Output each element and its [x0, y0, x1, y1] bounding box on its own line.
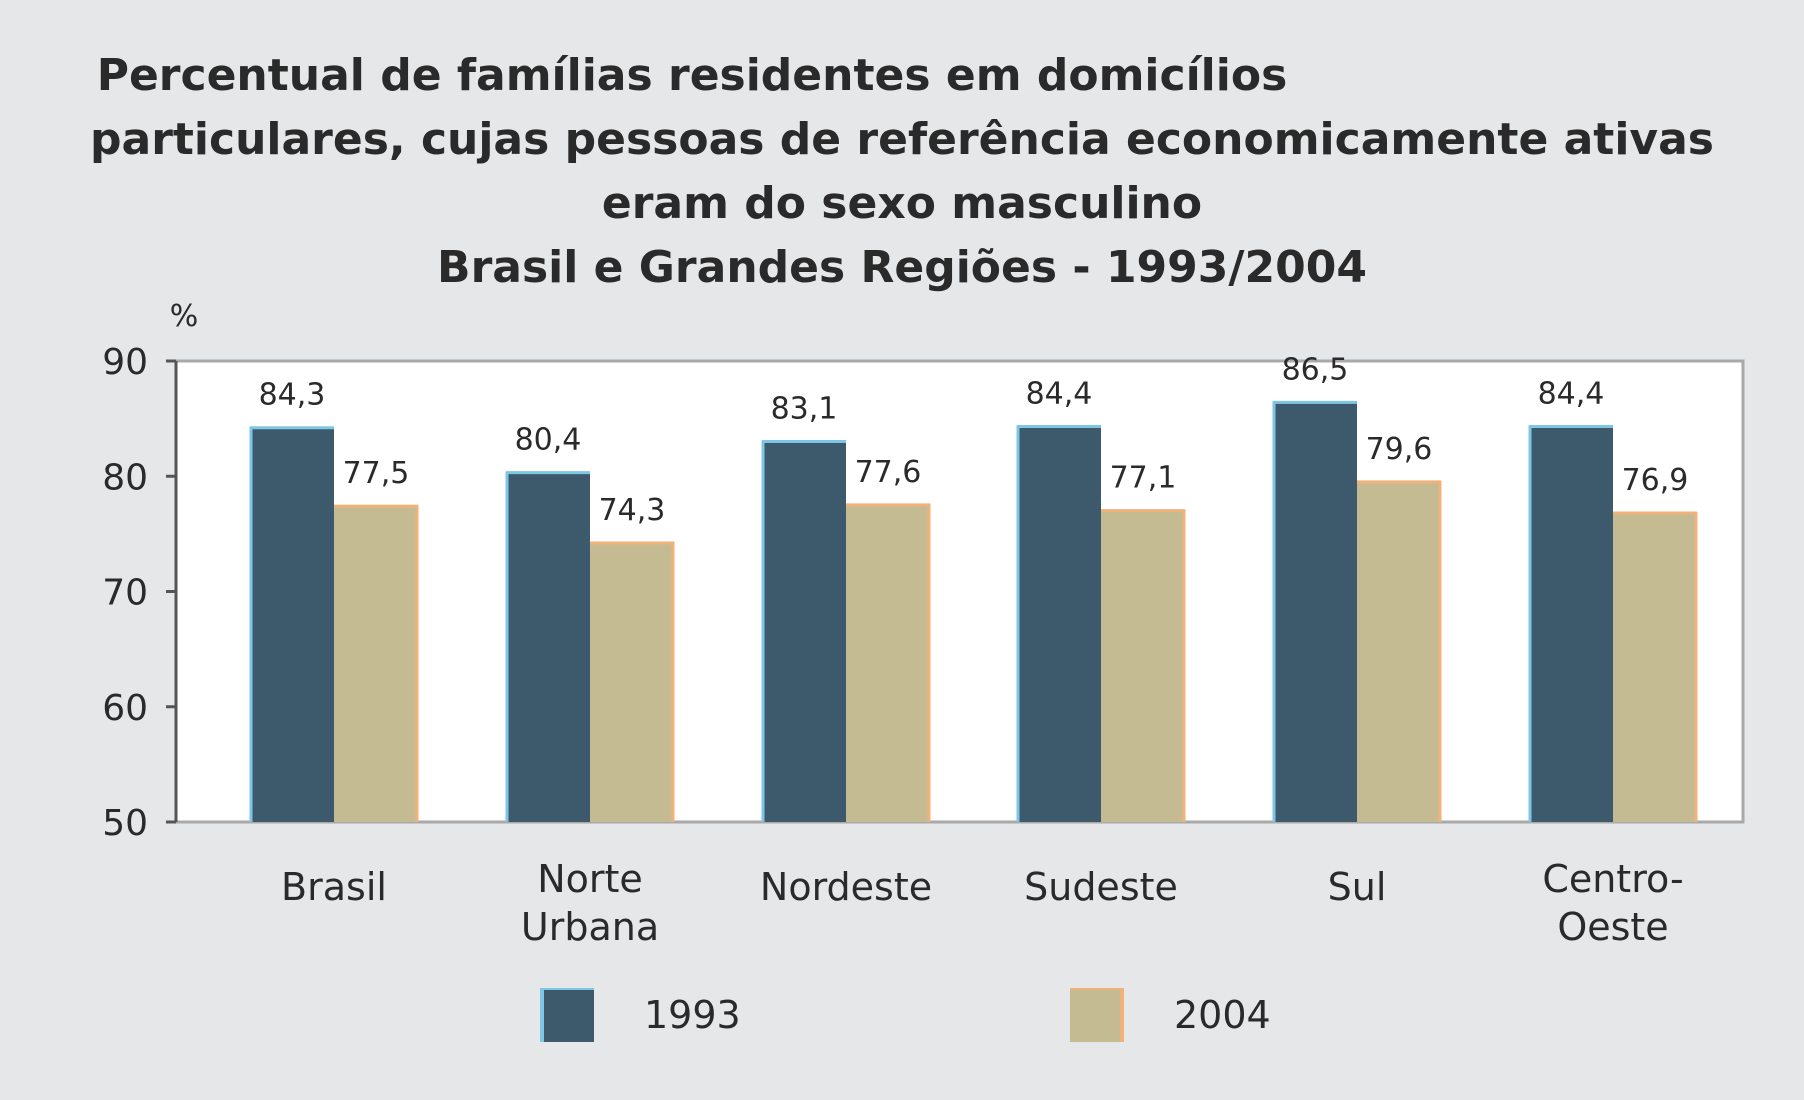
bar-2004 — [846, 503, 930, 822]
bar-2004 — [334, 505, 418, 822]
title-line-4: Brasil e Grandes Regiões - 1993/2004 — [437, 242, 1367, 293]
data-label: 84,3 — [259, 378, 326, 413]
legend-item-1993: 1993 — [540, 988, 741, 1042]
data-label: 84,4 — [1026, 377, 1093, 412]
bar-1993 — [1529, 425, 1613, 822]
category-label: Norte — [537, 857, 643, 901]
category-label: Oeste — [1557, 905, 1668, 949]
title-line-3: eram do sexo masculino — [601, 178, 1203, 229]
bar-1993 — [1273, 401, 1357, 822]
data-label: 83,1 — [771, 392, 838, 427]
data-label: 77,6 — [855, 455, 922, 490]
legend-label-1993: 1993 — [644, 993, 741, 1037]
y-tick-label: 90 — [102, 342, 148, 383]
bar-2004 — [1357, 480, 1441, 822]
bar-1993 — [506, 471, 590, 822]
y-axis-label: % — [170, 299, 199, 334]
category-label: Centro- — [1542, 857, 1683, 901]
data-label: 79,6 — [1366, 432, 1433, 467]
y-tick-label: 50 — [102, 803, 148, 844]
y-tick-label: 60 — [102, 688, 148, 729]
legend-swatch-1993 — [540, 988, 594, 1042]
data-label: 74,3 — [599, 493, 666, 528]
category-label: Sudeste — [1024, 865, 1178, 909]
data-label: 76,9 — [1622, 463, 1689, 498]
title-line-2: particulares, cujas pessoas de referênci… — [90, 114, 1714, 165]
legend-swatch-2004 — [1070, 988, 1124, 1042]
data-label: 77,5 — [343, 456, 410, 491]
data-label: 84,4 — [1538, 377, 1605, 412]
bar-1993 — [1017, 425, 1101, 822]
bar-1993 — [762, 440, 846, 822]
legend-label-2004: 2004 — [1174, 993, 1271, 1037]
bar-2004 — [1613, 511, 1697, 822]
category-label: Urbana — [521, 905, 659, 949]
data-label: 86,5 — [1282, 352, 1349, 387]
legend: 1993 2004 — [0, 988, 1804, 1048]
title-line-1: Percentual de famílias residentes em dom… — [96, 50, 1288, 101]
category-label: Brasil — [281, 865, 387, 909]
bar-2004 — [590, 541, 674, 822]
data-label: 77,1 — [1110, 461, 1177, 496]
bar-2004 — [1101, 509, 1185, 822]
y-tick-label: 70 — [102, 573, 148, 614]
bar-1993 — [250, 426, 334, 822]
category-label: Sul — [1328, 865, 1387, 909]
category-label: Nordeste — [760, 865, 932, 909]
plot-area — [174, 359, 1745, 824]
data-label: 80,4 — [515, 423, 582, 458]
y-tick-label: 80 — [102, 457, 148, 498]
chart-title: Percentual de famílias residentes em dom… — [0, 44, 1804, 300]
legend-item-2004: 2004 — [1070, 988, 1271, 1042]
